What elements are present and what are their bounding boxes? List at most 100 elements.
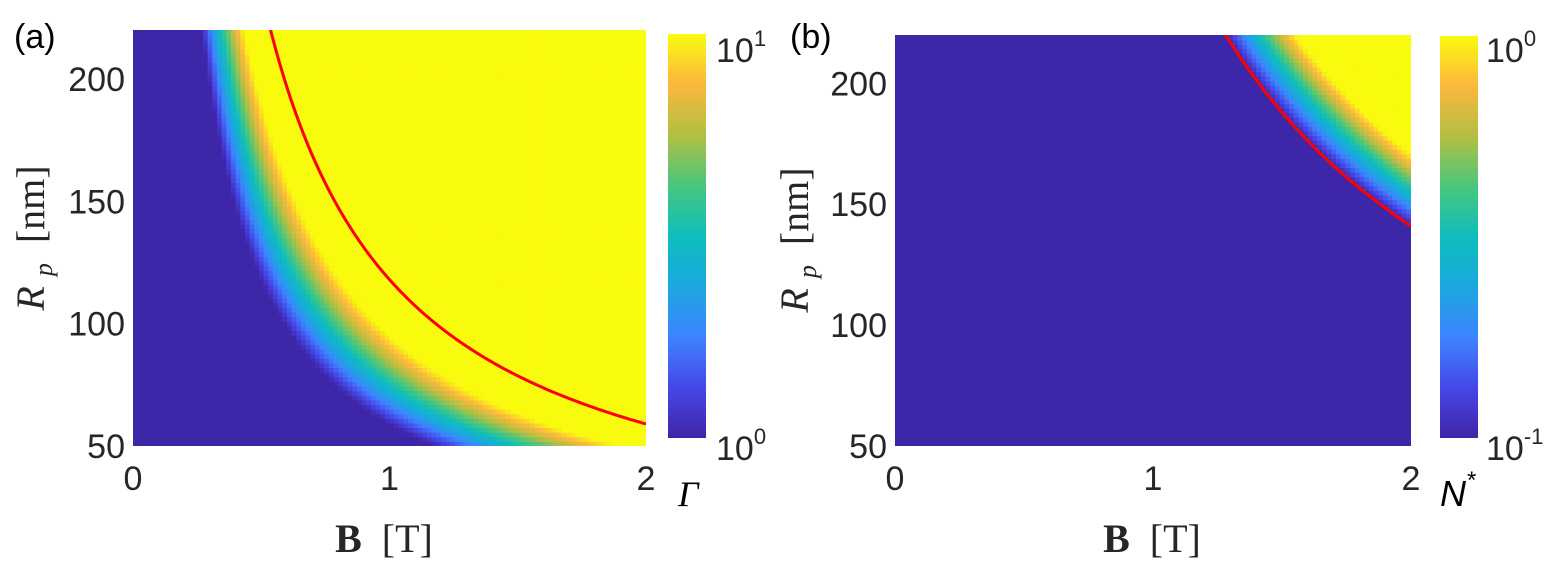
heatmap-cell <box>188 409 195 415</box>
heatmap-cell <box>389 436 395 442</box>
heatmap-cell <box>133 353 139 359</box>
heatmap-cell <box>198 335 204 341</box>
heatmap-cell <box>338 381 344 387</box>
heatmap-cell <box>277 99 283 105</box>
heatmap-cell <box>160 348 167 355</box>
heatmap-cell <box>328 404 335 410</box>
heatmap-cell <box>389 293 395 299</box>
heatmap-cell <box>277 90 283 96</box>
heatmap-cell <box>352 94 358 100</box>
heatmap-cell <box>193 418 199 424</box>
heatmap-cell <box>151 353 157 359</box>
heatmap-cell <box>174 251 181 258</box>
heatmap-cell <box>328 251 335 258</box>
heatmap-cell <box>356 288 363 295</box>
heatmap-cell <box>314 390 321 396</box>
heatmap-cell <box>198 432 204 438</box>
heatmap-cell <box>366 182 372 188</box>
heatmap-cell <box>249 30 255 36</box>
heatmap-cell <box>286 80 293 87</box>
heatmap-cell <box>319 265 325 271</box>
heatmap-cell <box>352 284 358 290</box>
heatmap-cell <box>249 145 255 151</box>
heatmap-cell <box>165 270 171 276</box>
heatmap-cell <box>263 238 269 244</box>
heatmap-cell <box>282 247 288 253</box>
heatmap-cell <box>230 432 237 438</box>
heatmap-cell <box>324 43 330 50</box>
heatmap-cell <box>370 168 377 174</box>
heatmap-cell <box>375 353 381 359</box>
heatmap-cell <box>324 427 330 433</box>
heatmap-cell <box>272 404 279 410</box>
heatmap-cell <box>319 145 325 151</box>
heatmap-cell <box>272 150 279 156</box>
heatmap-cell <box>380 422 386 429</box>
heatmap-cell <box>324 293 330 299</box>
heatmap-cell <box>310 311 316 318</box>
heatmap-cell <box>356 39 363 45</box>
heatmap-cell <box>319 330 325 336</box>
heatmap-cell <box>310 270 316 276</box>
heatmap-cell <box>375 367 381 373</box>
heatmap-cell <box>240 62 246 68</box>
heatmap-cell <box>254 177 260 184</box>
heatmap-cell <box>333 76 339 82</box>
heatmap-cell <box>366 302 372 308</box>
heatmap-cell <box>361 131 367 137</box>
heatmap-cell <box>151 307 157 313</box>
heatmap-cell <box>305 154 311 161</box>
heatmap-cell <box>282 85 288 91</box>
heatmap-cell <box>170 39 176 45</box>
heatmap-cell <box>146 117 153 124</box>
heatmap-cell <box>226 367 232 373</box>
heatmap-cell <box>146 30 153 36</box>
heatmap-cell <box>137 90 143 96</box>
heatmap-cell <box>305 39 311 45</box>
heatmap-cell <box>286 205 293 211</box>
heatmap-cell <box>333 210 339 216</box>
heatmap-cell <box>263 265 269 271</box>
heatmap-cell <box>235 219 241 225</box>
heatmap-cell <box>137 103 143 110</box>
heatmap-cell <box>151 57 157 63</box>
heatmap-cell <box>324 85 330 91</box>
heatmap-cell <box>338 385 344 392</box>
heatmap-cell <box>146 353 153 359</box>
heatmap-cell <box>184 80 190 87</box>
heatmap-cell <box>184 62 190 68</box>
heatmap-cell <box>170 113 176 119</box>
heatmap-cell <box>282 418 288 424</box>
heatmap-cell <box>160 214 167 221</box>
heatmap-cell <box>291 168 297 174</box>
heatmap-cell <box>277 418 283 424</box>
heatmap-cell <box>221 353 227 359</box>
heatmap-cell <box>193 358 199 364</box>
heatmap-cell <box>263 191 269 197</box>
heatmap-cell <box>342 441 349 446</box>
heatmap-cell <box>282 43 288 50</box>
heatmap-cell <box>305 228 311 234</box>
heatmap-cell <box>160 219 167 225</box>
heatmap-cell <box>170 127 176 133</box>
heatmap-cell <box>244 339 251 345</box>
heatmap-cell <box>380 288 386 295</box>
heatmap-cell <box>193 409 199 415</box>
heatmap-cell <box>370 43 377 50</box>
heatmap-cell <box>254 302 260 308</box>
heatmap-cell <box>347 238 353 244</box>
heatmap-cell <box>319 344 325 350</box>
heatmap-cell <box>384 348 391 355</box>
heatmap-cell <box>193 238 199 244</box>
heatmap-cell <box>221 117 227 124</box>
heatmap-cell <box>338 233 344 239</box>
heatmap-cell <box>314 228 321 234</box>
heatmap-cell <box>314 288 321 295</box>
heatmap-cell <box>370 187 377 193</box>
heatmap-cell <box>389 335 395 341</box>
heatmap-cell <box>310 325 316 332</box>
heatmap-cell <box>142 201 148 207</box>
heatmap-cell <box>156 339 162 345</box>
heatmap-cell <box>226 348 232 355</box>
heatmap-cell <box>221 48 227 54</box>
